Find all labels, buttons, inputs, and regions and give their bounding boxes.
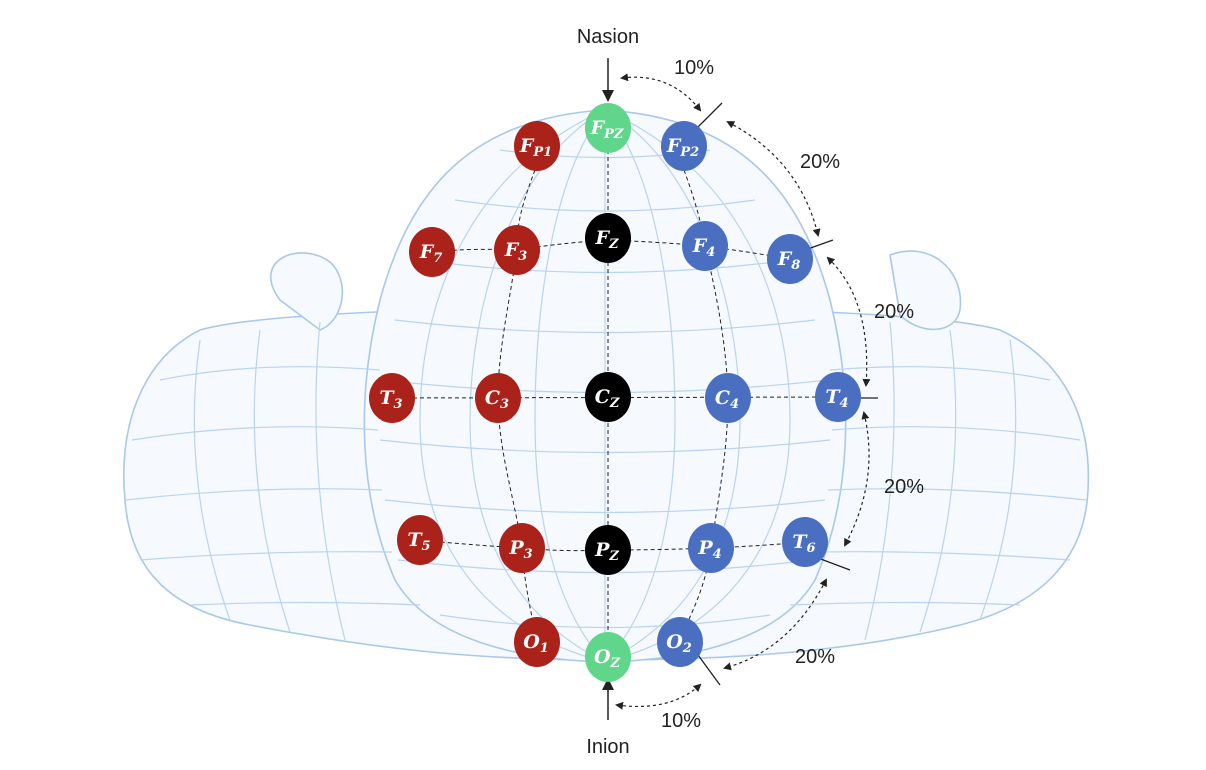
percentage-arrows	[615, 73, 871, 710]
t6-tick	[817, 557, 851, 571]
electrode-p4-disc	[688, 523, 734, 573]
electrode-f8: F8	[767, 234, 813, 284]
nasion-fp2-arrow	[620, 73, 702, 112]
electrode-c4: C4	[705, 373, 751, 423]
electrode-fpz-label: FPZ	[590, 117, 624, 142]
electrode-fp1-disc	[514, 121, 560, 171]
electrode-o2: O2	[657, 617, 703, 667]
electrode-fz: FZ	[585, 213, 631, 263]
electrode-f3-label: F3	[504, 239, 528, 264]
electrode-c3-disc	[475, 373, 521, 423]
electrode-pz-label: PZ	[594, 539, 619, 564]
electrode-t5-disc	[397, 515, 443, 565]
electrode-cz-label: CZ	[595, 386, 620, 411]
electrode-t3: T3	[369, 373, 415, 423]
electrode-c4-label: C4	[715, 387, 739, 412]
electrode-cz-disc	[585, 372, 631, 422]
f8-t4-arrow	[826, 256, 871, 387]
electrode-t3-label: T3	[379, 387, 402, 412]
electrode-o2-disc	[657, 617, 703, 667]
electrode-fp1-label: FP1	[519, 135, 552, 160]
electrode-f4-label: F4	[692, 235, 716, 260]
electrode-oz: OZ	[585, 632, 631, 682]
electrode-fz-disc	[585, 213, 631, 263]
percent-t4-t6: 20%	[884, 476, 924, 498]
electrode-c3: C3	[475, 373, 521, 423]
electrode-t6-disc	[782, 517, 828, 567]
central-row-connection	[391, 396, 839, 399]
electrode-t4-disc	[815, 372, 861, 422]
electrode-f3-disc	[494, 225, 540, 275]
fp2-tick	[696, 102, 723, 129]
electrode-oz-disc	[585, 632, 631, 682]
electrode-t5: T5	[397, 515, 443, 565]
t4-t6-arrow	[844, 411, 870, 547]
percent-nasion-fp2: 10%	[674, 57, 714, 79]
electrode-p3-disc	[499, 523, 545, 573]
electrode-p3: P3	[499, 523, 545, 573]
parietal-row-connection	[419, 539, 806, 552]
nasion-label: Nasion	[577, 26, 639, 48]
electrode-p4: P4	[688, 523, 734, 573]
electrode-o1-label: O1	[523, 631, 549, 656]
electrode-f4: F4	[682, 221, 728, 271]
electrode-f8-disc	[767, 234, 813, 284]
electrode-c4-disc	[705, 373, 751, 423]
electrode-t6-label: T6	[792, 531, 815, 556]
electrode-f7-disc	[409, 227, 455, 277]
oz-inion-arrow	[615, 683, 702, 710]
electrode-p4-label: P4	[697, 537, 721, 562]
electrode-fpz: FPZ	[585, 103, 631, 153]
electrode-o1-disc	[514, 617, 560, 667]
electrode-t3-disc	[369, 373, 415, 423]
electrode-o2-label: O2	[666, 631, 692, 656]
electrode-fz-label: FZ	[595, 227, 620, 252]
electrode-fp2-label: FP2	[666, 135, 699, 160]
electrode-pz: PZ	[585, 525, 631, 575]
electrode-fpz-disc	[585, 103, 631, 153]
electrode-t5-label: T5	[407, 529, 430, 554]
electrode-fp2-disc	[661, 121, 707, 171]
electrode-fp2: FP2	[661, 121, 707, 171]
electrode-f4-disc	[682, 221, 728, 271]
electrode-p3-label: P3	[508, 537, 532, 562]
fp2-f8-arrow	[726, 121, 821, 237]
percent-fp2-f8: 20%	[800, 151, 840, 173]
electrode-t4: T4	[815, 372, 861, 422]
electrode-f7: F7	[409, 227, 455, 277]
electrode-f3: F3	[494, 225, 540, 275]
electrode-pz-disc	[585, 525, 631, 575]
electrode-o1: O1	[514, 617, 560, 667]
inion-label: Inion	[586, 736, 629, 758]
right-ear	[889, 250, 962, 331]
percent-t6-o2: 20%	[795, 646, 835, 668]
electrode-f8-label: F8	[777, 248, 801, 273]
electrode-oz-label: OZ	[594, 646, 621, 671]
percent-f8-t4: 20%	[874, 301, 914, 323]
electrode-c3-label: C3	[485, 387, 509, 412]
electrode-t6: T6	[782, 517, 828, 567]
electrode-fp1: FP1	[514, 121, 560, 171]
electrodes: FPZ FP1 FP2 F7 F3 FZ F4 F8 T3 C3 CZ C4 T4 T5 P3 PZ P4 T6 O…	[369, 103, 861, 682]
o2-tick	[697, 654, 721, 686]
electrode-t4-label: T4	[825, 386, 848, 411]
electrode-f7-label: F7	[419, 241, 443, 266]
text-labels: Nasion Inion 10% 20% 20% 20% 20% 10%	[577, 26, 924, 758]
percent-oz-inion: 10%	[661, 710, 701, 732]
electrode-cz: CZ	[585, 372, 631, 422]
left-ear	[270, 252, 344, 331]
